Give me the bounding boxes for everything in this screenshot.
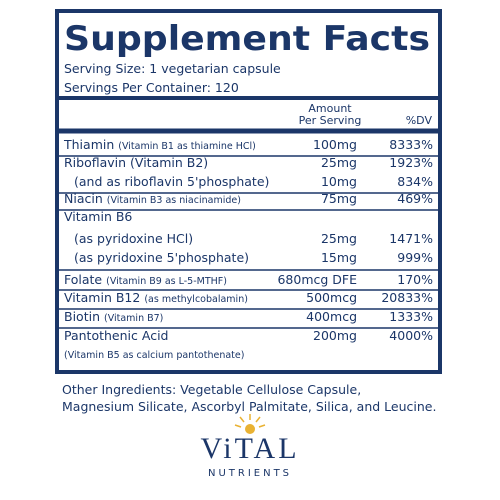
amount-header: Amount Per Serving — [299, 102, 362, 127]
nutrient-note: (Vitamin B1 as thiamine HCl) — [118, 141, 256, 152]
daily-value: 20833% — [381, 290, 433, 305]
nutrient-name-text: (as pyridoxine 5'phosphate) — [74, 250, 249, 265]
nutrient-name: Biotin (Vitamin B7) — [64, 309, 163, 324]
amount: 10mg — [321, 174, 357, 189]
title: Supplement Facts — [64, 19, 430, 59]
amount: 15mg — [321, 250, 357, 265]
amount: 25mg — [321, 155, 357, 170]
nutrient-name-text: Niacin — [64, 191, 103, 206]
nutrient-name-text: Vitamin B6 — [64, 209, 132, 224]
logo-brand: ViTAL — [200, 432, 299, 465]
daily-value: 1923% — [389, 155, 433, 170]
nutrient-name-text: (and as riboflavin 5'phosphate) — [74, 174, 269, 189]
amount: 500mcg — [306, 290, 357, 305]
nutrient-name: Riboflavin (Vitamin B2) — [64, 155, 208, 170]
nutrient-name-text: (Vitamin B5 as calcium pantothenate) — [64, 350, 244, 361]
daily-value: 1333% — [389, 309, 433, 324]
nutrient-name-text: Biotin — [64, 309, 100, 324]
servings-per-container: Servings Per Container: 120 — [64, 80, 239, 95]
nutrient-name-text: Pantothenic Acid — [64, 328, 168, 343]
nutrient-note: (Vitamin B9 as L-5-MTHF) — [106, 276, 227, 287]
nutrient-name: (as pyridoxine HCl) — [74, 231, 193, 246]
logo-sun — [234, 414, 266, 434]
nutrient-name-text: Riboflavin (Vitamin B2) — [64, 155, 208, 170]
nutrient-name: Thiamin (Vitamin B1 as thiamine HCl) — [63, 137, 256, 152]
daily-value: 834% — [397, 174, 433, 189]
nutrient-name: Niacin (Vitamin B3 as niacinamide) — [64, 191, 241, 206]
daily-value: 469% — [397, 191, 433, 206]
nutrient-name: Vitamin B12 (as methylcobalamin) — [64, 290, 248, 305]
nutrient-name: (as pyridoxine 5'phosphate) — [74, 250, 249, 265]
logo-tagline: NUTRIENTS — [208, 468, 292, 479]
nutrient-name-text: Vitamin B12 — [64, 290, 140, 305]
daily-value: 170% — [397, 272, 433, 287]
nutrient-name: (Vitamin B5 as calcium pantothenate) — [64, 350, 244, 361]
facts-rows: Thiamin (Vitamin B1 as thiamine HCl) 100mg… — [59, 137, 438, 361]
amount: 400mcg — [306, 309, 357, 324]
nutrient-name: Pantothenic Acid — [64, 328, 168, 343]
serving-size: Serving Size: 1 vegetarian capsule — [64, 61, 281, 76]
amount: 100mg — [313, 137, 357, 152]
nutrient-name-text: Folate — [64, 272, 102, 287]
daily-value: 1471% — [389, 231, 433, 246]
nutrient-name: (and as riboflavin 5'phosphate) — [74, 174, 269, 189]
daily-value: 8333% — [389, 137, 433, 152]
nutrient-name: Folate (Vitamin B9 as L-5-MTHF) — [64, 272, 227, 287]
nutrient-note: (as methylcobalamin) — [144, 294, 248, 305]
nutrient-note: (Vitamin B3 as niacinamide) — [107, 195, 241, 206]
dv-header: %DV — [406, 114, 433, 127]
nutrient-name: Vitamin B6 — [64, 209, 132, 224]
amount: 75mg — [321, 191, 357, 206]
nutrient-note: (Vitamin B7) — [104, 313, 163, 324]
label-border — [55, 9, 442, 374]
amount: 25mg — [321, 231, 357, 246]
amount: 200mg — [313, 328, 357, 343]
nutrient-name-text: (as pyridoxine HCl) — [74, 231, 193, 246]
daily-value: 999% — [397, 250, 433, 265]
ingredients-line: Magnesium Silicate, Ascorbyl Palmitate, … — [62, 399, 436, 414]
amount: 680mcg DFE — [277, 272, 357, 287]
ingredients-line: Other Ingredients: Vegetable Cellulose C… — [62, 382, 361, 397]
daily-value: 4000% — [389, 328, 433, 343]
nutrient-name-text: Thiamin — [63, 137, 114, 152]
